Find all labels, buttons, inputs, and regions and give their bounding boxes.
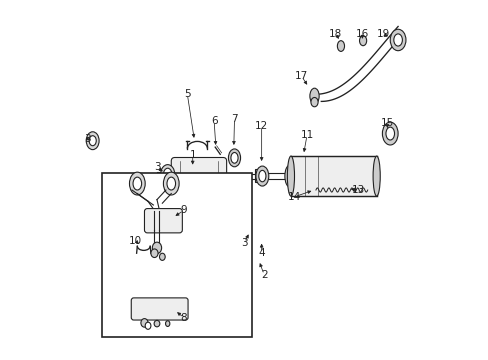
Ellipse shape xyxy=(165,321,169,327)
Bar xyxy=(254,169,262,182)
Ellipse shape xyxy=(129,172,145,195)
Text: 3: 3 xyxy=(153,162,160,172)
Ellipse shape xyxy=(152,242,162,253)
Ellipse shape xyxy=(255,166,268,186)
Text: 5: 5 xyxy=(183,89,190,99)
Text: 17: 17 xyxy=(294,71,307,81)
Text: 15: 15 xyxy=(380,118,393,128)
Text: 14: 14 xyxy=(287,192,301,202)
Text: 12: 12 xyxy=(255,121,268,131)
Ellipse shape xyxy=(258,170,265,182)
Text: 9: 9 xyxy=(180,205,187,215)
Ellipse shape xyxy=(230,153,238,163)
Ellipse shape xyxy=(133,177,142,190)
Text: 13: 13 xyxy=(351,185,365,195)
Ellipse shape xyxy=(359,36,366,46)
Text: 10: 10 xyxy=(129,236,142,246)
Ellipse shape xyxy=(154,320,160,327)
Text: 8: 8 xyxy=(180,312,187,323)
Text: 6: 6 xyxy=(210,116,217,126)
Ellipse shape xyxy=(372,156,380,196)
Ellipse shape xyxy=(393,34,402,46)
Text: 11: 11 xyxy=(300,130,313,140)
Bar xyxy=(102,173,251,337)
Ellipse shape xyxy=(389,29,405,51)
Ellipse shape xyxy=(89,136,96,146)
Bar xyxy=(290,156,376,196)
Ellipse shape xyxy=(145,322,151,329)
Ellipse shape xyxy=(285,165,294,187)
Text: 3: 3 xyxy=(241,238,247,248)
Text: 2: 2 xyxy=(260,270,267,280)
Ellipse shape xyxy=(163,172,179,195)
Ellipse shape xyxy=(159,253,165,260)
Ellipse shape xyxy=(287,156,294,196)
Ellipse shape xyxy=(163,168,172,181)
Ellipse shape xyxy=(151,249,158,257)
Ellipse shape xyxy=(166,177,175,190)
Ellipse shape xyxy=(382,122,397,145)
Ellipse shape xyxy=(310,98,317,107)
Text: 3: 3 xyxy=(84,134,90,144)
FancyBboxPatch shape xyxy=(144,208,182,233)
FancyBboxPatch shape xyxy=(131,298,188,320)
Ellipse shape xyxy=(228,149,240,167)
Ellipse shape xyxy=(337,41,344,51)
Ellipse shape xyxy=(160,165,175,185)
Ellipse shape xyxy=(309,88,319,104)
Text: 16: 16 xyxy=(355,28,368,39)
Ellipse shape xyxy=(141,319,148,327)
Text: 18: 18 xyxy=(328,28,342,39)
Text: 4: 4 xyxy=(258,248,264,258)
Ellipse shape xyxy=(385,127,394,140)
Text: 19: 19 xyxy=(376,28,389,39)
Ellipse shape xyxy=(86,132,99,150)
Text: 1: 1 xyxy=(189,150,196,160)
Text: 7: 7 xyxy=(231,114,237,124)
FancyBboxPatch shape xyxy=(171,157,226,192)
